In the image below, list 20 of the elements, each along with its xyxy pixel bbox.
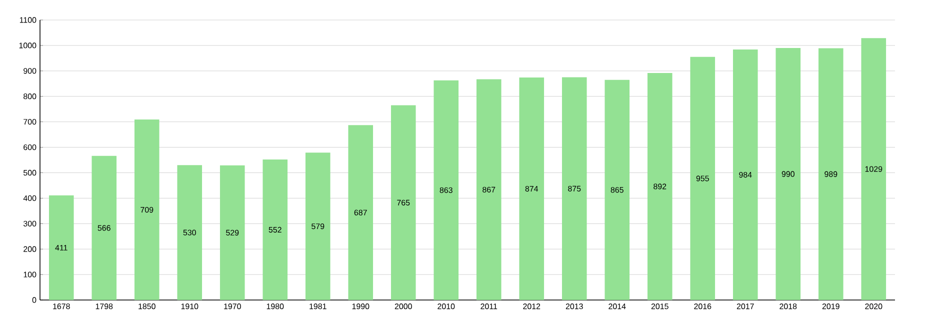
bar <box>818 48 844 300</box>
bar <box>390 105 416 300</box>
bar <box>732 50 758 300</box>
bar <box>92 156 117 300</box>
bar <box>647 72 672 300</box>
bar <box>48 195 74 300</box>
bar <box>690 56 716 300</box>
bar <box>562 77 587 300</box>
bar <box>177 165 202 300</box>
bar <box>776 48 801 300</box>
bar <box>476 79 502 300</box>
bar <box>434 80 459 300</box>
bar <box>519 78 544 300</box>
bar <box>134 120 160 300</box>
bar <box>861 38 886 300</box>
bar <box>262 159 288 300</box>
bar <box>348 125 374 300</box>
bar <box>220 165 245 300</box>
bar <box>604 80 630 300</box>
bar <box>305 152 330 300</box>
